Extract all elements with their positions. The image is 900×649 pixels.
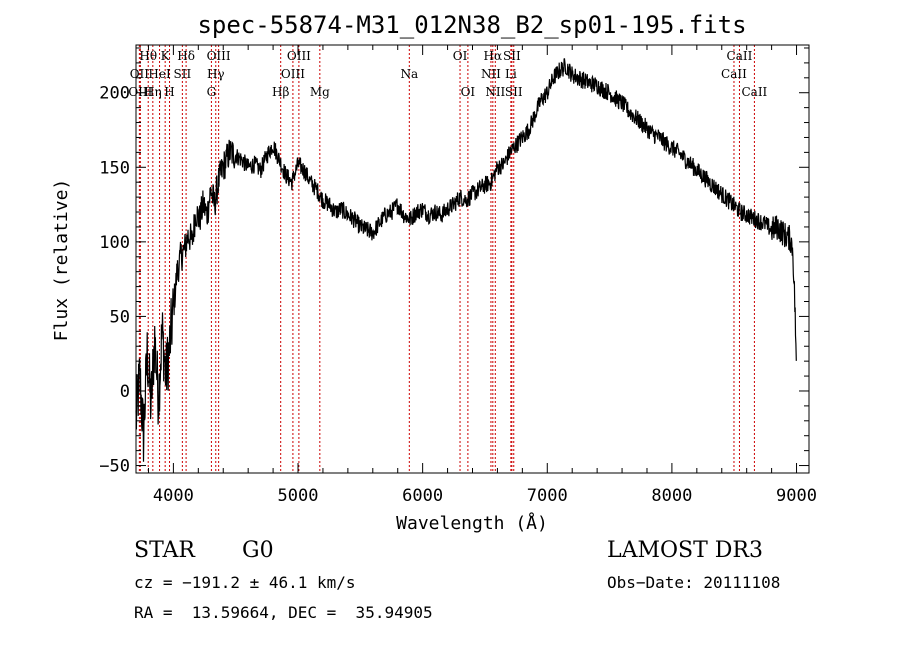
x-tick-label-6000: 6000 xyxy=(402,486,443,506)
observation-date: Obs−Date: 20111108 xyxy=(607,573,781,592)
y-tick-label-100: 100 xyxy=(99,233,130,253)
line-label-23: Li xyxy=(505,67,517,81)
y-axis-title: Flux (relative) xyxy=(51,179,72,342)
line-label-16: Na xyxy=(400,67,418,81)
line-label-12: Hβ xyxy=(272,85,289,99)
line-label-1: OIII xyxy=(128,85,152,99)
line-label-8: Hδ xyxy=(177,49,195,63)
y-tick-label-0: 0 xyxy=(120,382,130,402)
line-label-19: Hα xyxy=(484,49,503,63)
line-label-17: OI xyxy=(453,49,468,63)
line-label-5: K xyxy=(161,49,171,63)
x-axis-title: Wavelength (Å) xyxy=(396,512,548,534)
x-tick-label-7000: 7000 xyxy=(527,486,568,506)
line-label-10: Hγ xyxy=(207,67,225,81)
plot-frame xyxy=(135,44,810,474)
line-label-15: Mg xyxy=(310,85,330,99)
y-tick-label--50: −50 xyxy=(99,457,130,477)
emission-line-markers xyxy=(138,45,755,473)
line-label-6: SII xyxy=(174,67,192,81)
redshift-cz: cz = −191.2 ± 46.1 km/s xyxy=(134,573,356,592)
line-label-3: Hη xyxy=(144,85,162,99)
y-tick-label-150: 150 xyxy=(99,158,130,178)
line-label-21: NII xyxy=(485,85,505,99)
sky-coordinates: RA = 13.59664, DEC = 35.94905 xyxy=(134,603,433,622)
spectrum-line xyxy=(135,58,797,462)
x-tick-label-8000: 8000 xyxy=(651,486,692,506)
line-label-24: SII xyxy=(505,85,523,99)
line-label-25: CaII xyxy=(727,49,753,63)
line-label-27: CaII xyxy=(741,85,767,99)
line-label-18: OI xyxy=(461,85,476,99)
y-tick-label-200: 200 xyxy=(99,84,130,104)
object-class: STAR xyxy=(134,538,195,563)
survey-name: LAMOST DR3 xyxy=(607,538,763,563)
x-tick-label-5000: 5000 xyxy=(278,486,319,506)
line-label-26: CaII xyxy=(721,67,747,81)
line-label-7: H xyxy=(164,85,174,99)
x-tick-label-9000: 9000 xyxy=(776,486,817,506)
line-label-22: SII xyxy=(503,49,521,63)
line-label-14: OIII xyxy=(281,67,305,81)
x-tick-label-4000: 4000 xyxy=(153,486,194,506)
line-label-13: OIII xyxy=(287,49,311,63)
line-label-4: HeI xyxy=(148,67,171,81)
y-axis-ticks: −50 0 50 100 150 200 xyxy=(99,47,809,477)
line-label-9: OIII xyxy=(207,49,231,63)
line-label-2: Hθ xyxy=(139,49,157,63)
chart-title: spec-55874-M31_012N38_B2_sp01-195.fits xyxy=(197,11,746,39)
line-label-11: G xyxy=(207,85,217,99)
x-axis-ticks: 4000 5000 6000 7000 8000 9000 xyxy=(147,45,817,506)
spectral-subclass: G0 xyxy=(242,538,274,563)
line-label-0: OII xyxy=(130,67,150,81)
y-tick-label-50: 50 xyxy=(110,307,130,327)
line-label-20: NII xyxy=(481,67,501,81)
